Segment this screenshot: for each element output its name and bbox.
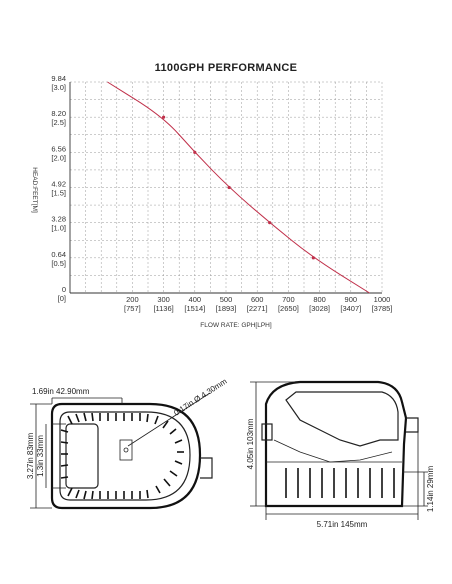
y-tick-label: 0.64 [51,250,66,259]
y-tick-label: 8.20 [51,109,66,118]
y-tick-label-metric: [0] [58,294,66,303]
x-tick-label-metric: [1893] [216,304,237,313]
top-view-drawing [30,392,213,510]
x-tick-label: 300 [157,295,170,304]
y-tick-label-metric: [0.5] [51,259,66,268]
dim-hole: 0.17in Ø 4.30mm [172,377,229,418]
x-tick-label-metric: [3028] [309,304,330,313]
x-tick-label-metric: [2271] [247,304,268,313]
data-point [311,256,315,260]
y-tick-label: 4.92 [51,180,66,189]
x-tick-labels: 200[757]300[1136]400[1514]500[1893]600[2… [124,295,392,313]
x-tick-label: 500 [220,295,233,304]
data-point [227,185,231,190]
x-tick-label-metric: [3785] [372,304,393,313]
x-tick-label-metric: [1136] [153,304,173,313]
y-tick-label: 9.84 [51,74,66,83]
side-view-drawing [250,380,428,520]
y-tick-label: 3.28 [51,215,66,224]
data-point [193,150,197,154]
dim-base-height: 1.14in 29mm [426,466,435,513]
chart-axes [69,82,382,294]
x-tick-label: 1000 [374,295,391,304]
dim-length: 5.71in 145mm [317,520,368,529]
y-tick-label-metric: [2.0] [51,153,66,162]
data-point [162,115,166,119]
series-group [107,81,370,294]
x-tick-label: 200 [126,295,139,304]
y-tick-label-metric: [2.5] [51,118,66,127]
dim-left-height: 3.27in 83mm [26,433,35,480]
x-tick-label: 700 [282,295,295,304]
dim-total-height: 4.05in 103mm [246,418,255,469]
x-tick-label: 900 [345,295,358,304]
x-tick-label: 800 [313,295,326,304]
x-tick-label: 400 [189,295,202,304]
x-tick-label-metric: [3407] [340,304,361,313]
chart-title: 1100GPH PERFORMANCE [155,62,298,74]
y-axis-label: HEAD:FEET[M] [31,167,38,213]
y-tick-label-metric: [1.5] [51,189,66,198]
y-tick-label: 0 [62,285,66,294]
y-tick-labels: 0[0] 0.64[0.5] 3.28[1.0] 4.92[1.5] 6.56[2.0]… [51,74,66,303]
y-tick-label: 6.56 [51,144,66,153]
dim-inner-height: 1.3in 33mm [36,435,45,477]
y-tick-label-metric: [3.0] [51,83,66,92]
x-tick-label: 600 [251,295,264,304]
dim-top-width: 1.69in 42.90mm [32,387,90,396]
x-axis-label: FLOW RATE: GPH[LPH] [200,322,272,329]
x-tick-label-metric: [2650] [278,304,299,313]
x-tick-label-metric: [1514] [184,304,205,313]
data-point [268,221,272,225]
x-tick-label-metric: [757] [124,304,141,313]
chart-grid [70,81,383,293]
y-tick-label-metric: [1.0] [51,224,66,233]
